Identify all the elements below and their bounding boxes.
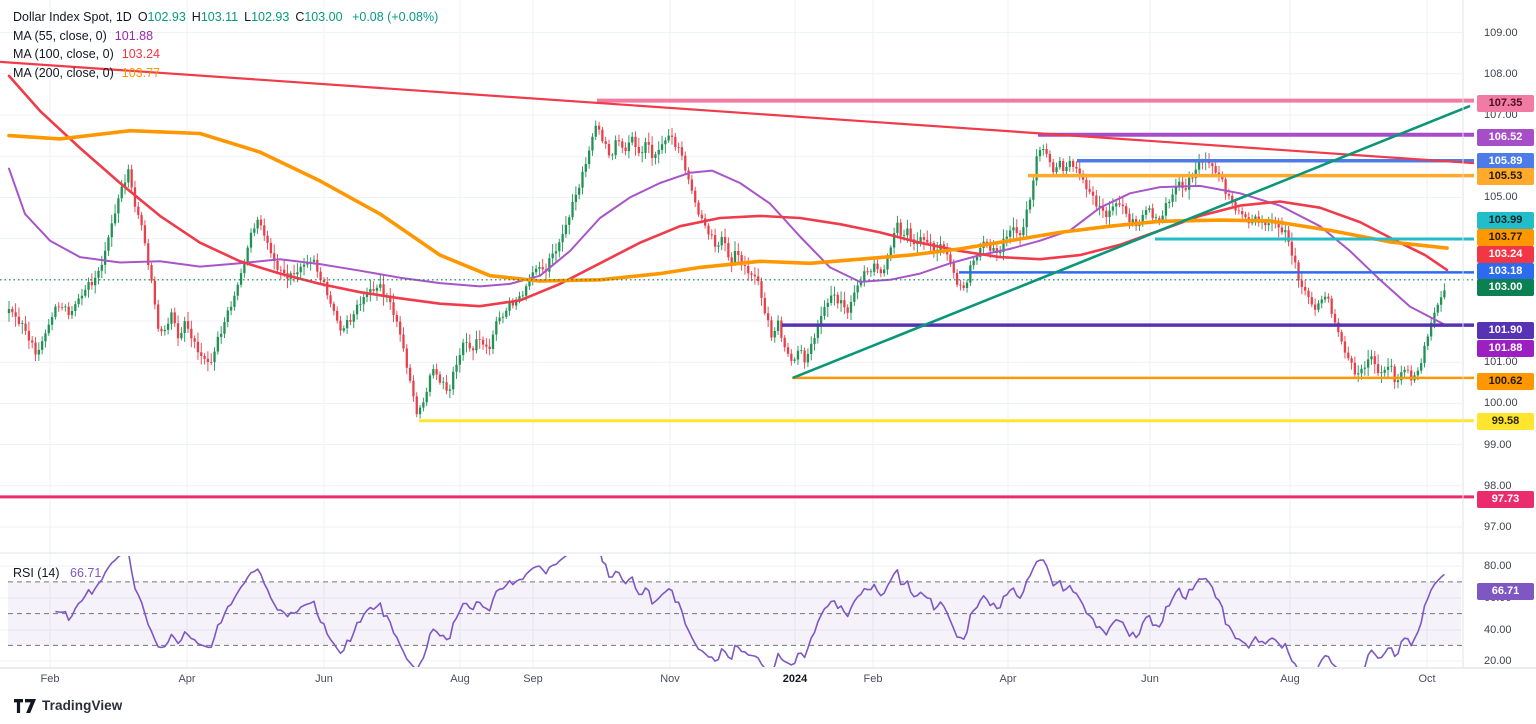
time-tick-label: Aug (450, 673, 470, 685)
symbol-title: Dollar Index Spot, 1D (13, 10, 132, 24)
price-tick-label: 101.00 (1484, 356, 1518, 368)
price-tick-label: 108.00 (1484, 68, 1518, 80)
time-tick-label: Sep (523, 673, 543, 685)
tradingview-logo-icon (14, 698, 36, 713)
price-label-chip: 66.71 (1477, 582, 1534, 600)
price-label-chip: 105.53 (1477, 167, 1534, 185)
ma-legend-row[interactable]: MA (55, close, 0) 101.88 (13, 28, 154, 43)
price-tick-label: 40.00 (1484, 624, 1512, 636)
ohlc-values: O102.93 H103.11 L102.93 C103.00 (137, 10, 343, 24)
time-tick-label: Aug (1280, 673, 1300, 685)
time-tick-label: Jun (1141, 673, 1159, 685)
price-tick-label: 98.00 (1484, 480, 1512, 492)
price-label-chip: 106.52 (1477, 128, 1534, 146)
time-tick-label: Jun (315, 673, 333, 685)
price-label-chip: 101.90 (1477, 321, 1534, 339)
tradingview-logo-text: TradingView (42, 698, 123, 713)
rsi-legend[interactable]: RSI (14) 66.71 (13, 566, 101, 580)
tradingview-logo[interactable]: TradingView (14, 698, 122, 713)
time-tick-label: Feb (863, 673, 883, 685)
price-tick-label: 97.00 (1484, 521, 1512, 533)
price-label-chip: 107.35 (1477, 94, 1534, 112)
time-tick-label: Apr (178, 673, 196, 685)
price-label-chip: 101.88 (1477, 339, 1534, 357)
price-label-chip: 103.00 (1477, 278, 1534, 296)
ma-legend-row[interactable]: MA (100, close, 0) 103.24 (13, 47, 160, 61)
price-label-chip: 99.58 (1477, 412, 1534, 430)
rsi-value: 66.71 (70, 566, 102, 580)
ma-legend-rows[interactable]: MA (55, close, 0) 101.88 MA (100, close, 0… (13, 27, 438, 83)
price-tick-label: 80.00 (1484, 560, 1512, 572)
price-tick-label: 105.00 (1484, 191, 1518, 203)
price-tick-label: 100.00 (1484, 397, 1518, 409)
price-tick-label: 109.00 (1484, 27, 1518, 39)
price-tick-label: 20.00 (1484, 655, 1512, 667)
price-label-chip: 103.18 (1477, 262, 1534, 280)
rsi-title: RSI (14) (13, 566, 60, 580)
price-label-chip: 103.99 (1477, 211, 1534, 229)
price-tick-label: 99.00 (1484, 439, 1512, 451)
time-tick-label: Apr (999, 673, 1017, 685)
time-tick-label: Oct (1418, 673, 1436, 685)
symbol-legend[interactable]: Dollar Index Spot, 1D O102.93 H103.11 L102.… (13, 8, 438, 82)
time-tick-label: Feb (40, 673, 60, 685)
price-label-chip: 97.73 (1477, 490, 1534, 508)
price-label-chip: 103.24 (1477, 245, 1534, 263)
ohlc-legend-row[interactable]: Dollar Index Spot, 1D O102.93 H103.11 L102.… (13, 8, 438, 27)
time-tick-label: 2024 (782, 673, 808, 685)
price-tick-label: 107.00 (1484, 109, 1518, 121)
price-label-chip: 103.77 (1477, 228, 1534, 246)
time-tick-label: Nov (660, 673, 680, 685)
change-value: +0.08 (+0.08%) (352, 10, 439, 24)
price-label-chip: 105.89 (1477, 152, 1534, 170)
ma-legend-row[interactable]: MA (200, close, 0) 103.77 (13, 65, 160, 80)
price-label-chip: 100.62 (1477, 372, 1534, 390)
